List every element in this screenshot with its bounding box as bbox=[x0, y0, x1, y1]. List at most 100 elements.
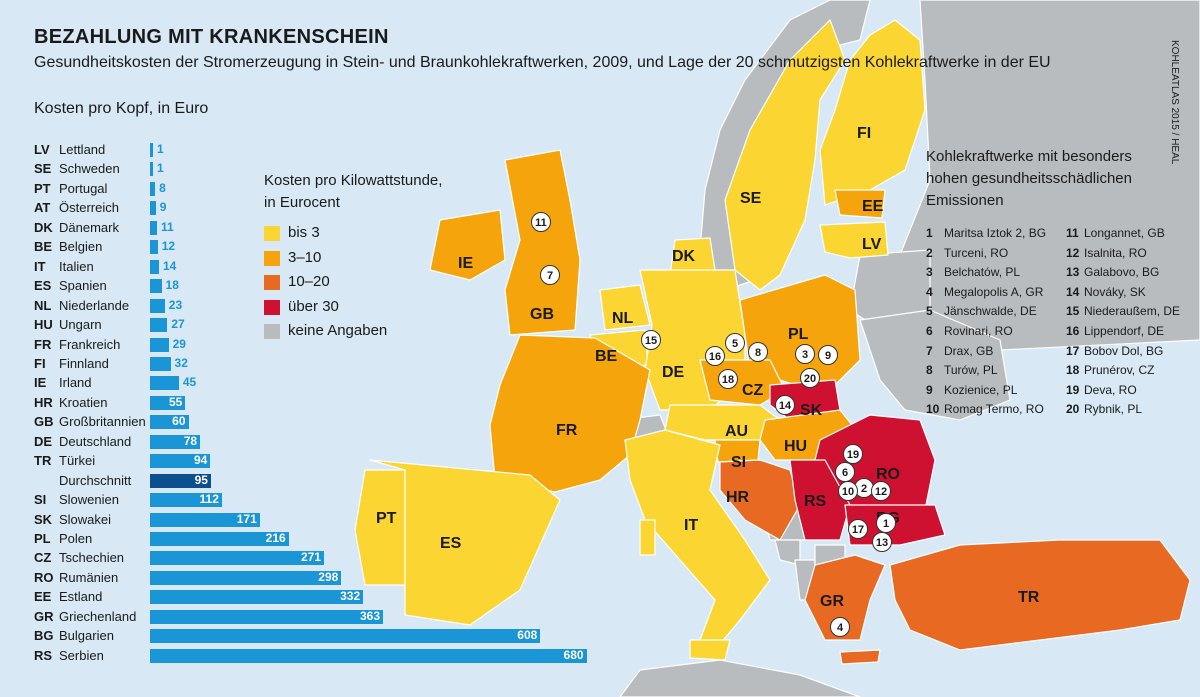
bar-row: SE Schweden 1 bbox=[34, 160, 634, 179]
bar-value: 216 bbox=[265, 531, 286, 545]
bar bbox=[150, 376, 179, 391]
country-label-ro: RO bbox=[876, 466, 900, 483]
bar-row: IE Irland 45 bbox=[34, 374, 634, 393]
country-code: DK bbox=[34, 219, 53, 235]
plants-heading-line2: hohen gesundheitsschädlichen bbox=[926, 170, 1132, 187]
plant-name: Lippendorf, DE bbox=[1084, 324, 1165, 338]
country-name: Irland bbox=[59, 375, 92, 391]
plant-name: Kozienice, PL bbox=[944, 382, 1018, 397]
plant-list-item: 7 Drax, GB bbox=[926, 344, 993, 358]
country-name: Ungarn bbox=[59, 317, 102, 333]
country-name: Finnland bbox=[59, 355, 109, 371]
bar-row: RO Rumänien 298 bbox=[34, 569, 634, 588]
plant-marker-10: 10 bbox=[838, 481, 858, 501]
plant-list-item: 11 Longannet, GB bbox=[1066, 226, 1165, 240]
plant-number: 6 bbox=[926, 324, 933, 338]
country-code: PL bbox=[34, 531, 51, 546]
country-name: Portugal bbox=[59, 180, 108, 196]
bar-value: 171 bbox=[236, 511, 257, 526]
country-code: SI bbox=[34, 492, 47, 508]
bar-value: 60 bbox=[172, 414, 186, 429]
country-code: CZ bbox=[34, 550, 52, 566]
plant-name: Longannet, GB bbox=[1084, 226, 1165, 240]
country-name: Italien bbox=[59, 258, 94, 274]
country-label-nl: NL bbox=[612, 310, 634, 327]
country-name: Dänemark bbox=[59, 219, 119, 235]
country-code: HU bbox=[34, 317, 53, 333]
country-code: EE bbox=[34, 589, 52, 605]
bar bbox=[150, 493, 222, 508]
bar bbox=[150, 434, 201, 449]
country-name: Tschechien bbox=[59, 550, 125, 566]
legend-label: keine Angaben bbox=[288, 322, 388, 339]
plant-name: Romag Termo, RO bbox=[944, 402, 1044, 417]
bar-row: FR Frankreich 29 bbox=[34, 336, 634, 355]
plant-number: 20 bbox=[1066, 402, 1080, 417]
country-code: SK bbox=[34, 511, 53, 527]
bar-value: 332 bbox=[340, 589, 361, 604]
bar-value: 29 bbox=[172, 336, 186, 351]
bar-row: SK Slowakei 171 bbox=[34, 511, 634, 530]
plant-list-item: 4 Megalopolis A, GR bbox=[926, 285, 1043, 299]
legend-swatch bbox=[264, 324, 280, 339]
country-code: ES bbox=[34, 278, 52, 294]
country-se bbox=[724, 19, 846, 291]
bar-value: 363 bbox=[360, 608, 381, 623]
bar bbox=[150, 279, 162, 294]
country-es bbox=[369, 459, 561, 626]
bar bbox=[150, 259, 159, 274]
bar-row: PT Portugal 8 bbox=[34, 180, 634, 199]
bar-row: DE Deutschland 78 bbox=[34, 433, 634, 452]
bar-row: Durchschnitt 95 bbox=[34, 472, 634, 491]
plant-name: Niederaußem, DE bbox=[1084, 304, 1181, 319]
plant-number: 12 bbox=[1066, 245, 1080, 260]
bar-row: IT Italien 14 bbox=[34, 258, 634, 277]
country-nl bbox=[599, 284, 651, 331]
country-gb bbox=[504, 149, 581, 336]
plant-number: 14 bbox=[1066, 284, 1080, 299]
bar bbox=[150, 356, 171, 371]
bar-row: HU Ungarn 27 bbox=[34, 316, 634, 335]
plant-name: Belchatów, PL bbox=[944, 265, 1021, 280]
country-rs bbox=[789, 459, 851, 541]
country-code: AT bbox=[34, 200, 51, 216]
plant-name: Turów, PL bbox=[944, 363, 998, 378]
page-subtitle: Gesundheitskosten der Stromerzeugung in … bbox=[34, 54, 1051, 71]
island-sardinia bbox=[639, 519, 656, 556]
plant-marker-18: 18 bbox=[718, 369, 738, 389]
country-label-ie: IE bbox=[458, 255, 474, 272]
country-name: Bulgarien bbox=[59, 628, 114, 644]
plant-list-item: 12 Isalnita, RO bbox=[1066, 246, 1147, 260]
bar-row: GR Griechenland 363 bbox=[34, 608, 634, 627]
country-name: Frankreich bbox=[59, 336, 121, 352]
plant-number: 16 bbox=[1066, 324, 1080, 338]
country-code: GB bbox=[34, 414, 54, 430]
plant-list-item: 9 Kozienice, PL bbox=[926, 383, 1017, 397]
plant-number: 4 bbox=[926, 284, 933, 299]
plant-list-item: 19 Deva, RO bbox=[1066, 383, 1137, 397]
bar-value: 1 bbox=[157, 161, 164, 176]
country-code: NL bbox=[34, 297, 52, 313]
plant-name: Bobov Dol, BG bbox=[1084, 343, 1164, 358]
plant-number: 3 bbox=[926, 265, 933, 280]
plant-list-item: 16 Lippendorf, DE bbox=[1066, 324, 1164, 338]
plant-number: 18 bbox=[1066, 363, 1080, 378]
plant-marker-8: 8 bbox=[748, 342, 768, 362]
bar-value: 11 bbox=[161, 219, 174, 234]
bar-row: CZ Tschechien 271 bbox=[34, 549, 634, 568]
plant-number: 1 bbox=[926, 226, 933, 240]
country-code: GR bbox=[34, 608, 54, 624]
legend-swatch bbox=[264, 250, 280, 266]
bar-row: BG Bulgarien 608 bbox=[34, 627, 634, 646]
bar-value: 298 bbox=[318, 569, 339, 584]
country-name: Slowenien bbox=[59, 492, 119, 508]
bar bbox=[150, 570, 342, 585]
country-name: Schweden bbox=[59, 161, 120, 177]
plant-list-item: 5 Jänschwalde, DE bbox=[926, 304, 1037, 318]
bar-row: NL Niederlande 23 bbox=[34, 297, 634, 316]
country-label-si: SI bbox=[731, 454, 747, 471]
country-label-cz: CZ bbox=[742, 382, 764, 399]
country-name: Österreich bbox=[59, 200, 119, 216]
legend-label: bis 3 bbox=[288, 224, 320, 241]
plant-marker-16: 16 bbox=[705, 346, 725, 366]
